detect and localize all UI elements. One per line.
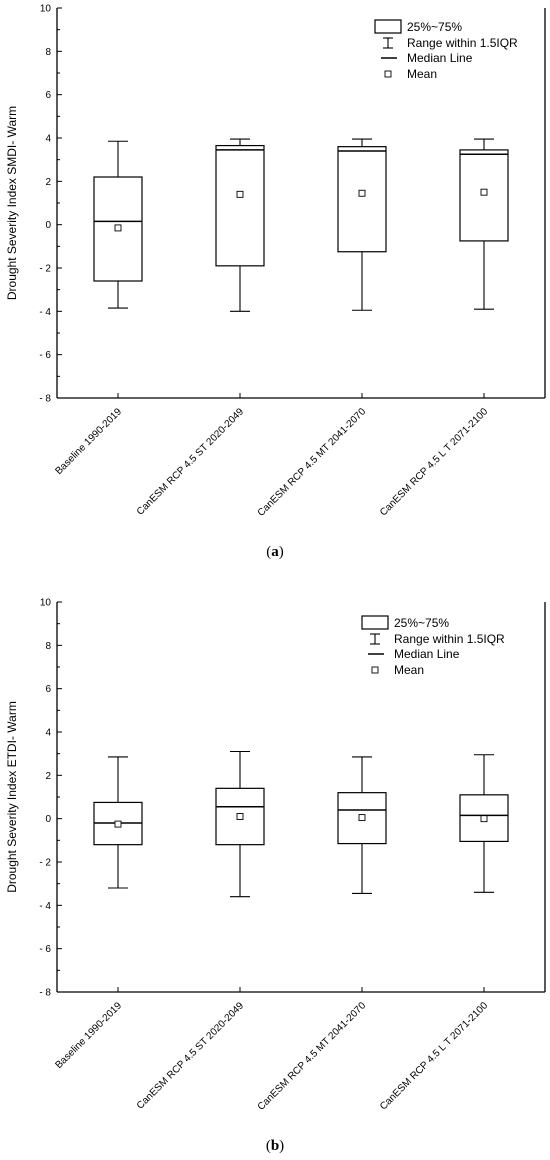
legend-label: Mean — [407, 67, 437, 81]
y-tick-label: 0 — [45, 220, 51, 231]
chart-b: 10 8 6 4 2 0 - 2 - 4 - 6 - 8 Drought Severity Inde… — [5, 598, 546, 1154]
category-label: CanESM RCP 4.5 ST 2020-2049 — [135, 1000, 247, 1112]
legend-mean-swatch — [371, 666, 379, 674]
category-label: CanESM RCP 4.5 ST 2020-2049 — [135, 406, 247, 518]
iqr-box — [215, 787, 265, 846]
y-tick-label: 2 — [45, 177, 51, 188]
legend-label: Median Line — [394, 647, 460, 661]
y-tick-label: 0 — [45, 814, 51, 825]
mean-marker — [480, 188, 488, 196]
box-4 — [459, 754, 509, 893]
mean-marker — [236, 813, 244, 820]
y-axis-label: Drought Severity Index ETDI- Warm — [5, 701, 19, 893]
legend-label: Mean — [394, 663, 424, 677]
iqr-box — [215, 144, 265, 267]
iqr-box — [459, 794, 509, 843]
category-label: Baseline 1990-2019 — [53, 1000, 124, 1071]
box-3 — [337, 138, 387, 311]
y-tick-label: - 4 — [39, 307, 51, 318]
iqr-box — [459, 149, 509, 242]
legend-label: 25%~75% — [407, 20, 462, 34]
category-label: CanESM RCP 4.5 L T 2071-2100 — [378, 406, 490, 518]
box-3 — [337, 756, 387, 894]
category-label: CanESM RCP 4.5 MT 2041-2070 — [256, 1000, 369, 1113]
y-tick-label: - 4 — [39, 901, 51, 912]
y-tick-label: - 8 — [39, 988, 51, 999]
iqr-box — [337, 792, 387, 845]
panel-label: (b) — [266, 1138, 284, 1154]
y-tick-label: 4 — [45, 134, 51, 145]
box-2 — [215, 750, 265, 898]
category-label: CanESM RCP 4.5 L T 2071-2100 — [378, 1000, 490, 1112]
panel-label: (a) — [266, 544, 284, 560]
legend-label: Range within 1.5IQR — [407, 36, 518, 50]
y-tick-label: - 8 — [39, 394, 51, 405]
category-label: Baseline 1990-2019 — [53, 406, 124, 477]
iqr-box — [93, 176, 143, 282]
y-tick-label: 6 — [45, 90, 51, 101]
y-axis-label: Drought Severity Index SMDI- Warm — [5, 106, 19, 300]
y-tick-label: - 6 — [39, 944, 51, 955]
box-4 — [459, 138, 509, 310]
legend-box-swatch — [374, 19, 402, 34]
mean-marker — [114, 820, 122, 828]
y-tick-label: - 2 — [39, 264, 51, 275]
mean-marker — [114, 224, 122, 232]
y-tick-label: - 6 — [39, 350, 51, 361]
legend-label: Range within 1.5IQR — [394, 632, 505, 646]
chart-a: 10 8 6 4 2 0 - 2 - 4 - 6 - 8 Drought Severity Inde… — [5, 4, 546, 560]
y-tick-label: 4 — [45, 728, 51, 739]
iqr-box — [337, 146, 387, 253]
box-1 — [93, 756, 143, 889]
legend-label: Median Line — [407, 51, 473, 65]
legend-mean-swatch — [384, 70, 392, 78]
mean-marker — [358, 189, 366, 197]
y-tick-label: 8 — [45, 47, 51, 58]
y-tick-label: 8 — [45, 641, 51, 652]
mean-marker — [236, 190, 244, 198]
y-tick-label: 10 — [40, 598, 52, 609]
legend-label: 25%~75% — [394, 616, 449, 630]
box-1 — [93, 140, 143, 309]
y-tick-label: 2 — [45, 771, 51, 782]
mean-marker — [358, 814, 366, 822]
legend-box-swatch — [361, 615, 389, 630]
y-tick-label: 10 — [40, 4, 52, 15]
mean-marker — [480, 815, 488, 823]
box-2 — [215, 138, 265, 312]
y-tick-label: - 2 — [39, 858, 51, 869]
category-label: CanESM RCP 4.5 MT 2041-2070 — [256, 406, 369, 519]
y-tick-label: 6 — [45, 684, 51, 695]
